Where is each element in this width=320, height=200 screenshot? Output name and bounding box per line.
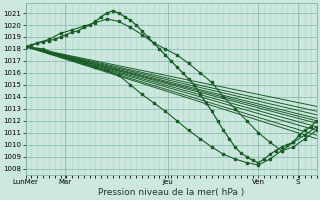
X-axis label: Pression niveau de la mer( hPa ): Pression niveau de la mer( hPa ) (98, 188, 244, 197)
